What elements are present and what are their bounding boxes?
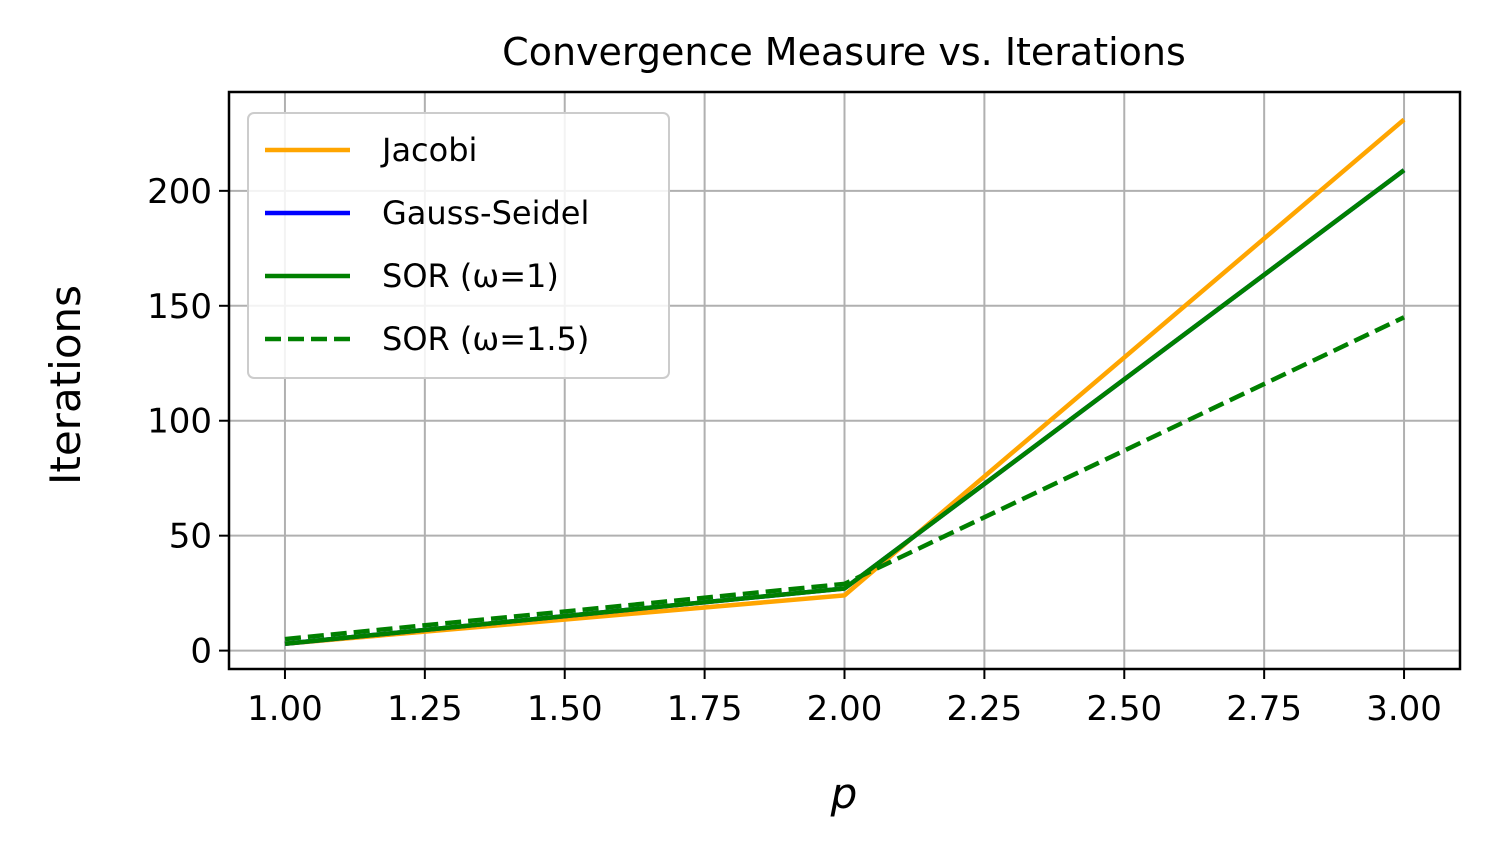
x-tick-label: 1.75: [667, 689, 743, 729]
y-axis-label: Iterations: [41, 285, 90, 485]
x-tick-label: 1.50: [527, 689, 603, 729]
chart-title: Convergence Measure vs. Iterations: [502, 30, 1186, 74]
grid: [229, 92, 1460, 669]
series-lines: [284, 117, 1406, 646]
y-tick-label: 0: [190, 632, 212, 672]
x-axis-label: p: [830, 769, 858, 818]
x-tick-label: 1.25: [387, 689, 463, 729]
legend: Jacobi Gauss-Seidel SOR (ω=1) SOR (ω=1.5): [247, 112, 670, 379]
series-line-3: [284, 315, 1405, 642]
x-tick-label: 2.00: [807, 689, 883, 729]
y-tick-label: 150: [147, 287, 212, 327]
legend-frame: [247, 112, 670, 379]
ticks: 1.00 1.25 1.50 1.75 2.00 2.25 2.50 2.75 3.00 0 50 1…: [147, 172, 1442, 729]
x-tick-label: 2.50: [1086, 689, 1162, 729]
series-line-2: [284, 168, 1406, 646]
legend-label: SOR (ω=1): [382, 257, 559, 295]
x-tick-label: 2.25: [947, 689, 1023, 729]
x-tick-label: 3.00: [1366, 689, 1442, 729]
legend-label: Jacobi: [380, 131, 477, 169]
x-tick-label: 2.75: [1226, 689, 1302, 729]
y-tick-label: 50: [169, 517, 212, 557]
legend-label: Gauss-Seidel: [382, 194, 589, 232]
legend-label: SOR (ω=1.5): [382, 320, 589, 358]
series-line-0: [284, 117, 1406, 646]
y-tick-label: 100: [147, 402, 212, 442]
y-tick-label: 200: [147, 172, 212, 212]
x-tick-label: 1.00: [247, 689, 323, 729]
